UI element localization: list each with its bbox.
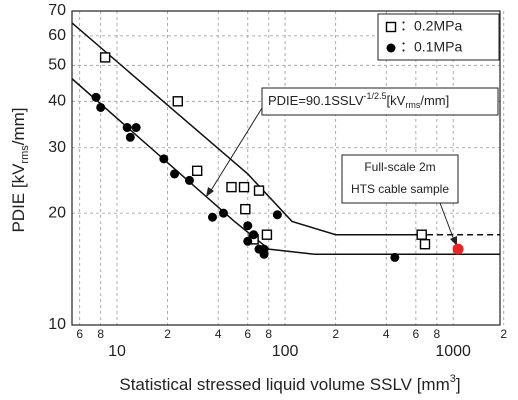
point <box>238 181 250 193</box>
point <box>243 236 253 246</box>
point <box>416 229 427 240</box>
annotation-box <box>261 87 499 116</box>
point <box>240 203 251 215</box>
x-tick-label: 4 <box>215 327 222 341</box>
point <box>125 132 135 142</box>
point <box>99 52 111 63</box>
point <box>253 185 265 196</box>
fit-line <box>71 78 500 256</box>
legend-label: ：0.1MPa <box>400 39 462 55</box>
annotation-arrow <box>209 107 263 193</box>
point <box>91 92 101 102</box>
fit-line <box>71 22 428 236</box>
y-tick-label: 50 <box>48 57 66 74</box>
arrow-head <box>206 187 214 197</box>
x-tick-label: 6 <box>76 327 83 341</box>
point <box>96 102 106 112</box>
point <box>259 249 269 259</box>
x-tick-label: 8 <box>265 327 272 341</box>
point <box>172 96 183 107</box>
y-tick-label: 60 <box>48 27 66 44</box>
legend-marker <box>385 21 397 33</box>
y-tick-label: 40 <box>48 93 66 110</box>
x-tick-label: 10 <box>108 343 126 360</box>
y-tick-label: 10 <box>48 316 66 333</box>
legend-marker <box>386 43 396 53</box>
point <box>170 169 180 179</box>
legend-box <box>377 13 500 61</box>
x-tick-label: 6 <box>413 327 420 341</box>
x-tick-label: 1000 <box>435 343 471 360</box>
point <box>226 181 237 193</box>
point <box>261 229 273 240</box>
x-tick-label: 8 <box>97 327 104 341</box>
point <box>218 208 228 218</box>
point <box>191 165 203 177</box>
x-tick-label: 2 <box>164 327 171 341</box>
y-tick-label: 30 <box>48 139 66 156</box>
point <box>249 230 259 240</box>
point <box>243 221 253 231</box>
y-axis-label: PDIE [kVrms/mm] <box>9 107 30 232</box>
x-tick-label: 100 <box>272 343 299 360</box>
plot-frame <box>71 10 501 326</box>
sample-label: HTS cable sample <box>351 182 449 196</box>
point <box>122 123 132 133</box>
point <box>131 123 141 133</box>
sample-arrow <box>439 202 455 241</box>
y-tick-label: 20 <box>48 204 66 221</box>
point <box>452 243 464 255</box>
y-tick-label: 70 <box>48 2 66 19</box>
x-axis-label: Statistical stressed liquid volume SSLV … <box>119 373 460 395</box>
legend-label: ：0.2MPa <box>400 18 462 34</box>
point <box>184 175 194 185</box>
fit-annotation: PDIE=90.1SSLV-1/2.5[kVrms/mm] <box>268 91 449 110</box>
x-tick-label: 4 <box>383 327 390 341</box>
x-tick-label: 6 <box>244 327 251 341</box>
point <box>390 252 400 262</box>
x-tick-label: 8 <box>434 327 441 341</box>
point <box>207 212 217 222</box>
arrow-head <box>450 236 457 246</box>
point <box>272 210 282 220</box>
x-tick-label: 2 <box>332 327 339 341</box>
x-tick-label: 2 <box>500 327 507 341</box>
point <box>159 154 169 164</box>
point <box>419 238 431 250</box>
sample-label: Full-scale 2m <box>364 160 435 174</box>
sample-box <box>341 154 459 204</box>
